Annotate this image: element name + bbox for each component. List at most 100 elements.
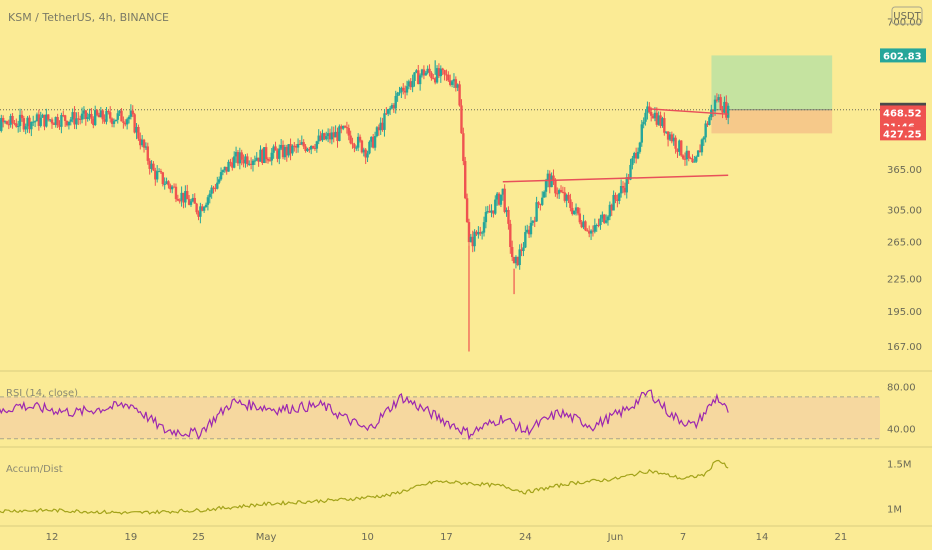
candle-body bbox=[129, 110, 133, 117]
time-axis[interactable]: 12 19 25 May 10 17 24 Jun 7 14 21 bbox=[46, 532, 848, 543]
candle bbox=[58, 120, 61, 130]
candle-body bbox=[571, 207, 574, 214]
candle bbox=[240, 149, 243, 166]
candle bbox=[593, 218, 597, 234]
candle-body bbox=[18, 114, 22, 127]
candle-body bbox=[454, 79, 458, 88]
candle bbox=[197, 210, 200, 221]
candle-body bbox=[633, 152, 636, 159]
candle-body bbox=[608, 204, 612, 217]
price-axis[interactable]: 700.00 365.00 305.00 265.00 225.00 195.00 167.… bbox=[887, 18, 922, 516]
candle bbox=[116, 110, 119, 124]
candle bbox=[621, 181, 625, 194]
trend-line-1 bbox=[649, 108, 729, 115]
candle-body bbox=[84, 110, 88, 119]
candle-body bbox=[325, 136, 328, 140]
candle-body bbox=[480, 232, 484, 234]
candle bbox=[35, 112, 39, 122]
candle-body bbox=[614, 194, 617, 200]
candle-body bbox=[266, 158, 270, 161]
candle-body bbox=[435, 68, 439, 83]
candle-body bbox=[403, 90, 407, 93]
price-tick-label: 265.00 bbox=[887, 237, 922, 248]
candle-body bbox=[612, 194, 615, 211]
candle bbox=[388, 106, 392, 116]
candle-body bbox=[465, 198, 469, 223]
candle-body bbox=[328, 133, 332, 140]
candle bbox=[619, 179, 623, 198]
candle bbox=[668, 131, 672, 142]
candle bbox=[193, 193, 196, 204]
candle bbox=[244, 154, 247, 168]
position-zone[interactable] bbox=[711, 55, 833, 134]
candle bbox=[708, 115, 711, 126]
candle-body bbox=[569, 199, 572, 208]
candle-body bbox=[116, 113, 119, 120]
candle bbox=[452, 73, 456, 89]
candle-body bbox=[187, 199, 191, 205]
candle bbox=[308, 146, 311, 153]
candle-body bbox=[432, 78, 435, 80]
candle-body bbox=[35, 114, 39, 122]
candle bbox=[454, 76, 458, 92]
candle bbox=[293, 141, 296, 152]
candle bbox=[285, 144, 288, 162]
candle bbox=[261, 148, 264, 165]
candle-body bbox=[462, 133, 465, 162]
candle-body bbox=[398, 92, 401, 94]
candle-body bbox=[278, 148, 281, 159]
candle bbox=[345, 121, 349, 134]
candle bbox=[601, 211, 604, 223]
candle-body bbox=[542, 191, 546, 198]
candle bbox=[294, 143, 298, 154]
candle bbox=[56, 113, 59, 129]
candle bbox=[75, 112, 78, 130]
candle bbox=[103, 114, 106, 124]
candle-body bbox=[405, 86, 409, 93]
candle-body bbox=[358, 136, 362, 141]
candle bbox=[63, 114, 67, 127]
candle bbox=[663, 112, 666, 136]
candle-body bbox=[666, 131, 670, 140]
candle bbox=[554, 178, 557, 197]
candle-body bbox=[182, 192, 185, 203]
candle bbox=[371, 134, 375, 149]
candle bbox=[589, 229, 593, 241]
candle bbox=[546, 169, 550, 188]
trend-lines[interactable] bbox=[502, 108, 729, 183]
candle bbox=[655, 107, 659, 127]
currency-button[interactable]: USDT bbox=[891, 6, 923, 25]
candle bbox=[208, 190, 211, 204]
candle bbox=[552, 169, 555, 185]
candle-body bbox=[174, 186, 178, 199]
candle bbox=[362, 147, 365, 157]
candle-body bbox=[310, 145, 313, 150]
candle bbox=[7, 119, 10, 130]
candle bbox=[430, 71, 433, 81]
candle-body bbox=[458, 84, 461, 106]
candle bbox=[50, 117, 54, 129]
candle-body bbox=[11, 115, 14, 123]
candle bbox=[302, 139, 305, 150]
candle bbox=[129, 104, 133, 120]
candle-body bbox=[687, 150, 690, 158]
candle-body bbox=[578, 213, 582, 223]
candle bbox=[691, 154, 694, 163]
candle bbox=[140, 135, 144, 148]
candle-body bbox=[539, 204, 542, 206]
candle-body bbox=[479, 231, 482, 234]
candle bbox=[33, 120, 37, 128]
candle-body bbox=[150, 163, 153, 169]
candle bbox=[631, 155, 634, 170]
candle bbox=[574, 203, 578, 216]
candle bbox=[563, 187, 566, 203]
candle bbox=[458, 80, 461, 107]
candle bbox=[636, 147, 640, 160]
candle bbox=[54, 116, 57, 128]
candle-body bbox=[524, 232, 527, 248]
candle bbox=[507, 206, 510, 230]
candle bbox=[535, 196, 538, 222]
candle bbox=[681, 154, 685, 161]
candle bbox=[422, 65, 426, 80]
candle bbox=[612, 190, 615, 211]
